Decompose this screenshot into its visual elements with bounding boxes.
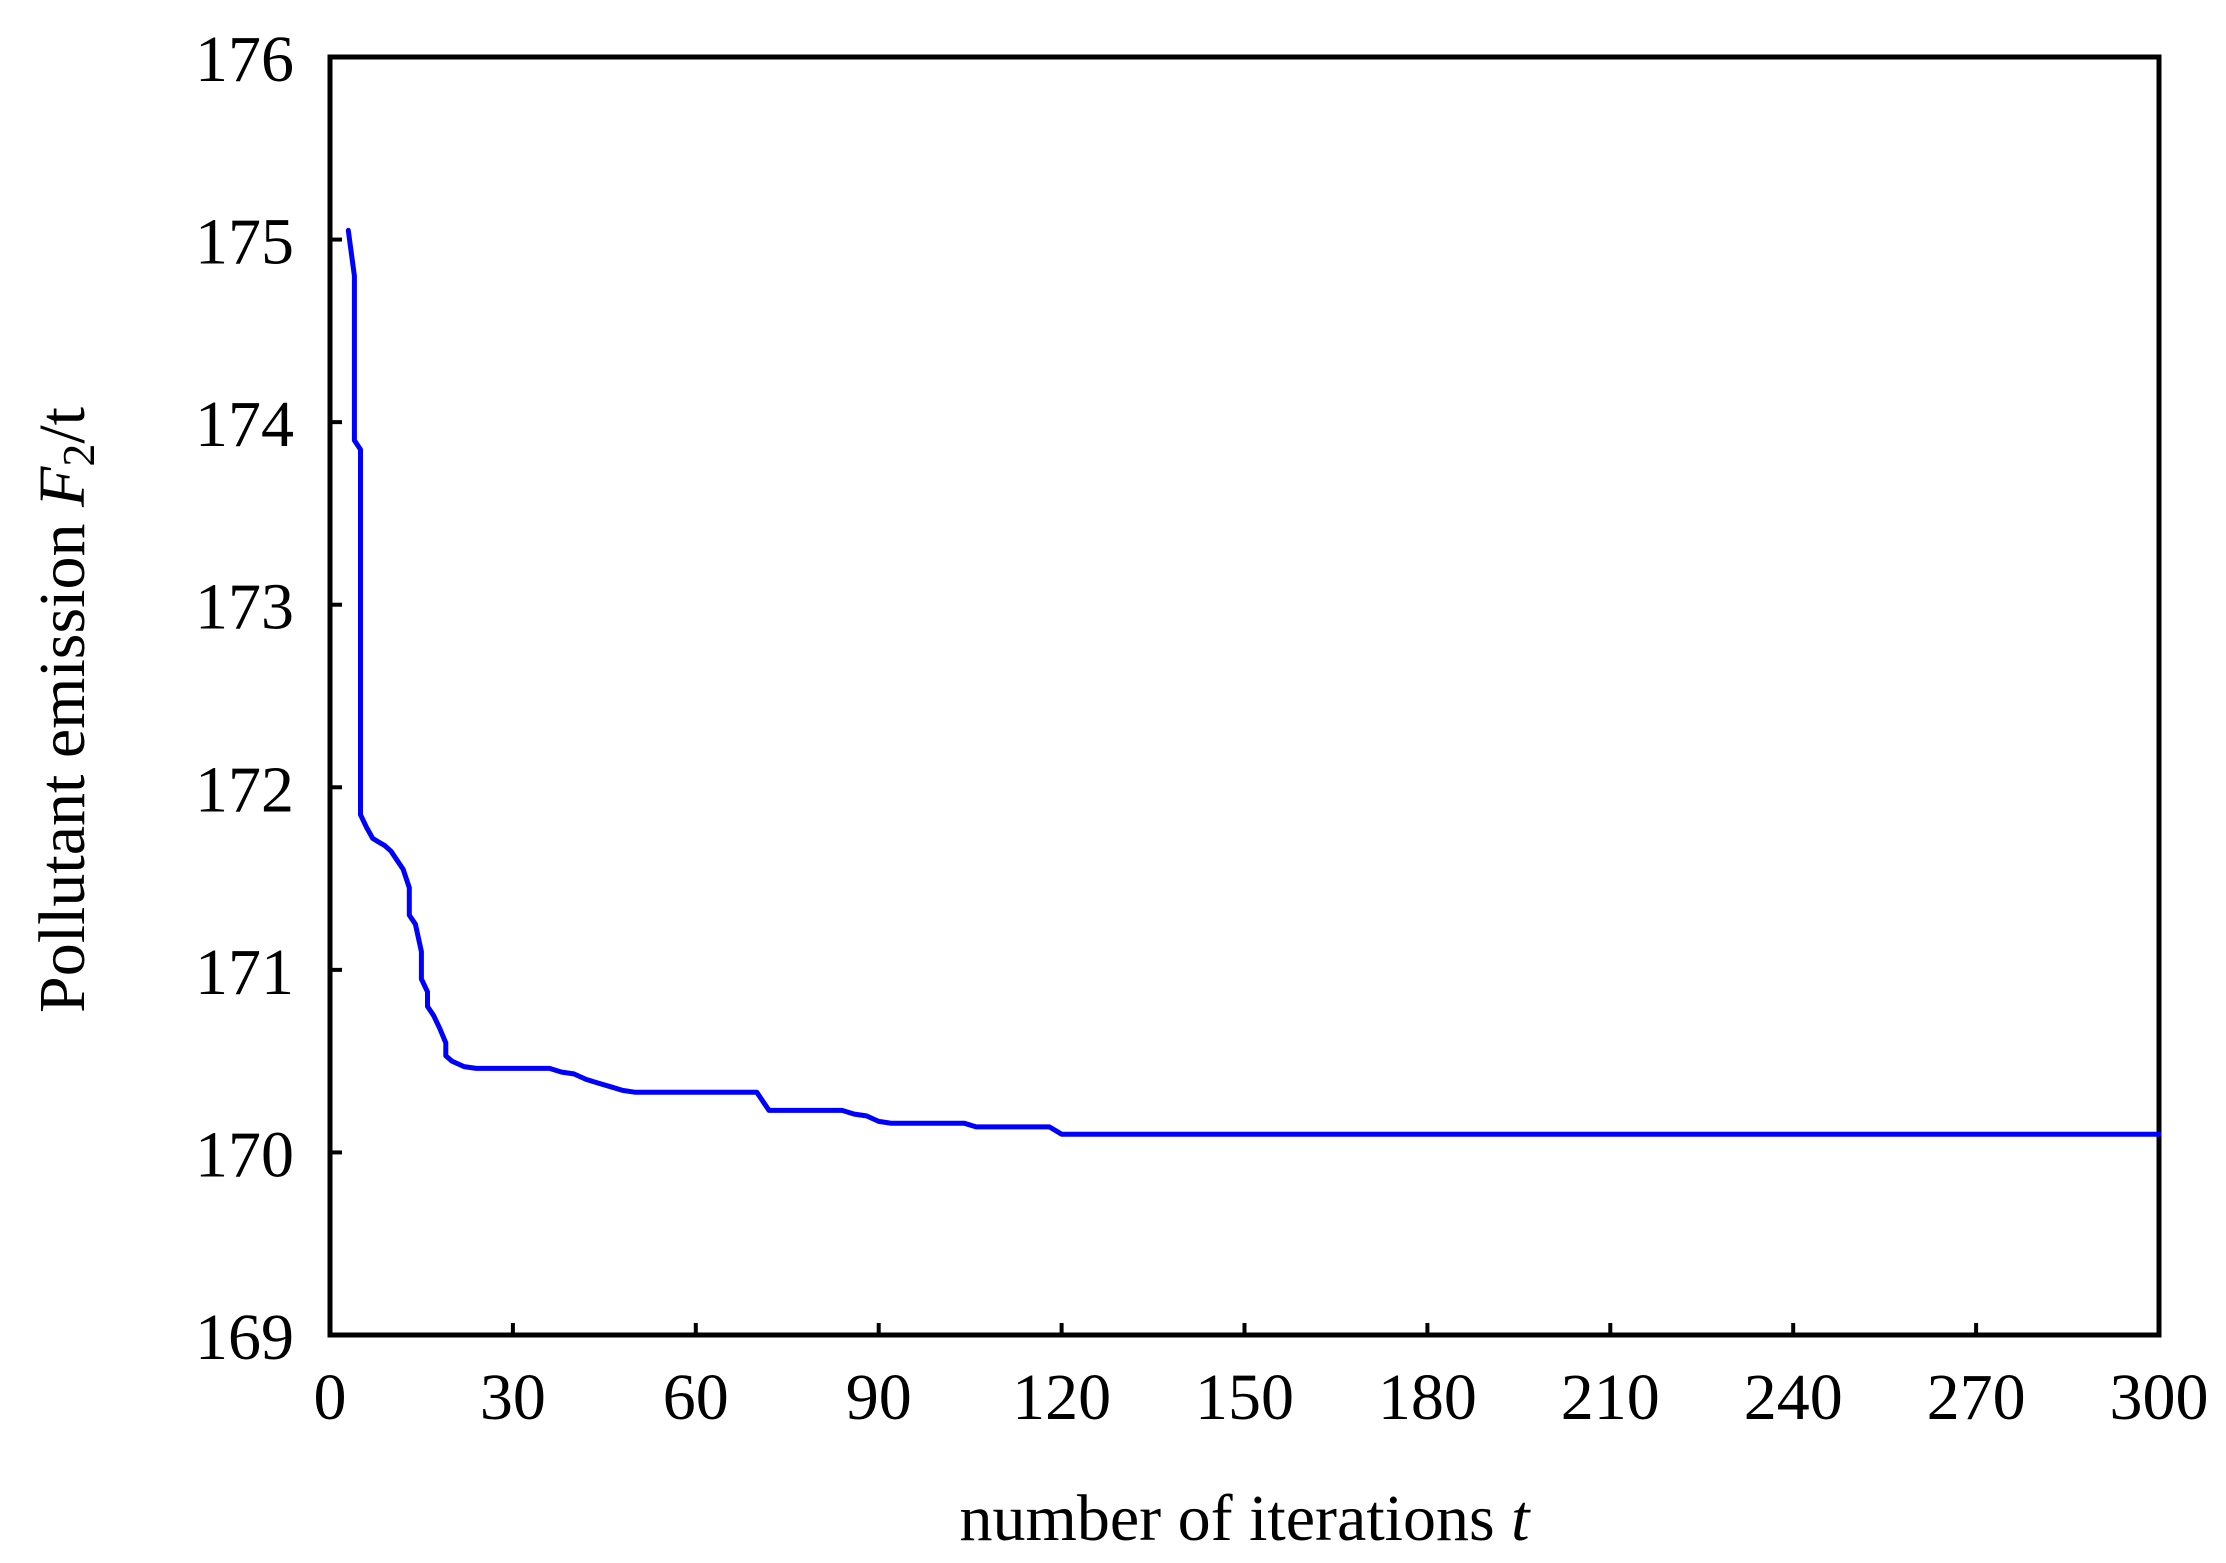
y-tick-label-4: 173 xyxy=(195,571,294,644)
x-tick-label-1: 30 xyxy=(480,1361,546,1434)
x-tick-label-5: 150 xyxy=(1195,1361,1294,1434)
y-tick-label-3: 172 xyxy=(195,753,294,826)
x-axis-label-text: number of iterations xyxy=(959,1482,1511,1555)
y-tick-label-7: 176 xyxy=(195,23,294,96)
y-axis-ticks xyxy=(330,55,342,1337)
y-axis-label-variable: F xyxy=(26,466,99,508)
x-tick-label-9: 270 xyxy=(1927,1361,2026,1434)
y-tick-label-2: 171 xyxy=(195,936,294,1009)
x-tick-label-3: 90 xyxy=(846,1361,912,1434)
x-tick-label-8: 240 xyxy=(1744,1361,1843,1434)
y-axis-label-unit: /t xyxy=(26,407,99,444)
x-tick-label-0: 0 xyxy=(314,1361,347,1434)
x-tick-label-7: 210 xyxy=(1561,1361,1660,1434)
y-tick-label-0: 169 xyxy=(195,1301,294,1374)
y-tick-label-1: 170 xyxy=(195,1118,294,1191)
plot-frame xyxy=(327,54,2162,1338)
x-axis-ticks xyxy=(328,1323,2161,1335)
series-line-0 xyxy=(345,227,2162,1137)
x-tick-label-6: 180 xyxy=(1378,1361,1477,1434)
x-tick-label-2: 60 xyxy=(663,1361,729,1434)
y-axis-label-subscript: 2 xyxy=(53,444,104,467)
plot-area xyxy=(327,54,2162,1338)
x-axis-tick-labels: 0 30 60 90 120 150 180 210 240 270 300 xyxy=(314,1361,2209,1434)
y-axis-label: Pollutant emission F2/t xyxy=(26,407,104,1013)
x-tick-label-10: 300 xyxy=(2110,1361,2209,1434)
x-tick-label-4: 120 xyxy=(1012,1361,1111,1434)
y-tick-label-5: 174 xyxy=(195,388,294,461)
y-axis-label-text: Pollutant emission xyxy=(26,507,99,1013)
y-tick-label-6: 175 xyxy=(195,206,294,279)
y-axis-tick-labels: 169 170 171 172 173 174 175 176 xyxy=(195,23,294,1374)
series-layer xyxy=(345,227,2162,1137)
x-axis-label-variable: t xyxy=(1511,1482,1531,1555)
x-axis-label: number of iterations t xyxy=(959,1482,1531,1555)
